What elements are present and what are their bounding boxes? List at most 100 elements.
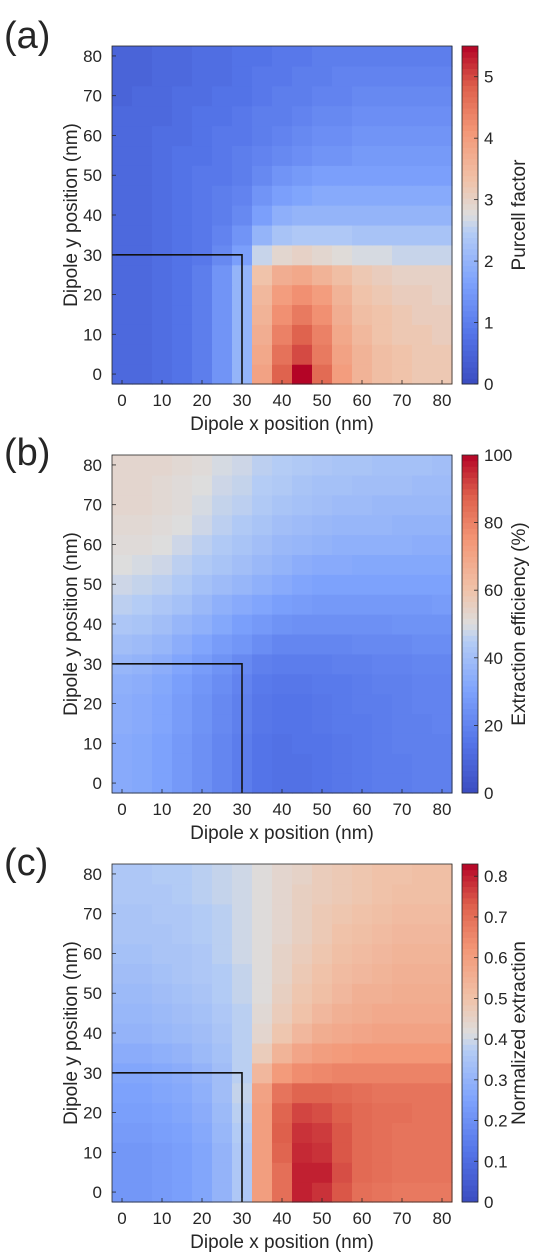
- heatmap-cell: [272, 1003, 293, 1024]
- heatmap-cell: [152, 614, 173, 635]
- colorbar-segment: [462, 288, 478, 295]
- heatmap-cell: [352, 673, 373, 695]
- heatmap-cell: [192, 693, 213, 715]
- heatmap-cell: [392, 554, 413, 575]
- heatmap-cell: [212, 554, 233, 575]
- heatmap-cell: [412, 264, 433, 286]
- heatmap-cell: [372, 1102, 393, 1124]
- heatmap-cell: [232, 883, 253, 905]
- colorbar-segment: [462, 338, 478, 346]
- heatmap-cell: [112, 574, 133, 595]
- heatmap-cell: [412, 1182, 433, 1203]
- heatmap-cell: [372, 1042, 393, 1064]
- heatmap-cell: [292, 773, 313, 794]
- colorbar-segment: [462, 74, 478, 81]
- heatmap-cell: [372, 474, 393, 496]
- heatmap-cell: [392, 773, 413, 794]
- heatmap-cell: [172, 264, 193, 286]
- colorbar-segment: [462, 310, 478, 317]
- heatmap-cell: [252, 943, 273, 965]
- heatmap-cell: [172, 85, 193, 107]
- colorbar-segment: [462, 573, 478, 580]
- x-tick-label: 80: [433, 1209, 452, 1228]
- heatmap-cell: [432, 474, 453, 496]
- heatmap-cell: [432, 574, 453, 595]
- heatmap-cell: [332, 883, 353, 905]
- x-tick-label: 10: [153, 800, 172, 819]
- heatmap-cell: [252, 324, 273, 345]
- heatmap-cell: [272, 923, 293, 945]
- colorbar-segment: [462, 731, 478, 738]
- heatmap-cell: [152, 284, 173, 306]
- heatmap-cell: [372, 455, 393, 476]
- heatmap-cell: [332, 1162, 353, 1183]
- colorbar-segment: [462, 1185, 478, 1192]
- colorbar-segment: [462, 601, 478, 608]
- heatmap-cell: [212, 85, 233, 107]
- heatmap-cell: [412, 773, 433, 794]
- colorbar-segment: [462, 355, 478, 362]
- heatmap-cell: [212, 673, 233, 695]
- colorbar-segment: [462, 954, 478, 961]
- heatmap-cell: [192, 324, 213, 345]
- heatmap-cell: [172, 733, 193, 754]
- heatmap-cell: [392, 864, 413, 885]
- heatmap-cell: [112, 594, 133, 615]
- heatmap-cell: [372, 1142, 393, 1163]
- colorbar-segment: [462, 618, 478, 625]
- heatmap-cell: [312, 344, 333, 365]
- heatmap-cell: [412, 883, 433, 905]
- heatmap-cell: [312, 1102, 333, 1124]
- heatmap-cell: [212, 594, 233, 615]
- heatmap-cell: [172, 304, 193, 325]
- colorbar-tick-label: 0: [484, 375, 493, 394]
- heatmap-cell: [252, 244, 273, 266]
- colorbar-segment: [462, 96, 478, 103]
- heatmap-cell: [112, 673, 133, 695]
- heatmap-cell: [272, 983, 293, 1004]
- heatmap-cell: [352, 903, 373, 925]
- heatmap-cell: [112, 773, 133, 794]
- heatmap-cell: [112, 733, 133, 754]
- heatmap-cell: [132, 65, 153, 87]
- heatmap-cell: [432, 85, 453, 107]
- heatmap-cell: [352, 165, 373, 186]
- heatmap-cell: [152, 1122, 173, 1143]
- heatmap-cell: [272, 244, 293, 266]
- colorbar-segment: [462, 203, 478, 210]
- colorbar-segment: [462, 708, 478, 715]
- heatmap-cell: [192, 1102, 213, 1124]
- heatmap-cells: [112, 864, 453, 1203]
- heatmap-cell: [312, 46, 333, 67]
- heatmap-cell: [212, 614, 233, 635]
- colorbar-segment: [462, 1128, 478, 1135]
- y-axis-label: Dipole y position (nm): [61, 123, 82, 307]
- heatmap-cell: [212, 185, 233, 206]
- y-tick-label: 50: [83, 166, 102, 185]
- colorbar-segment: [462, 942, 478, 949]
- heatmap-cell: [412, 554, 433, 575]
- heatmap-cell: [412, 474, 433, 496]
- heatmap-cell: [392, 753, 413, 774]
- heatmap-cell: [352, 1122, 373, 1143]
- colorbar-segment: [462, 595, 478, 602]
- heatmap-cell: [292, 125, 313, 147]
- heatmap-cell: [272, 534, 293, 556]
- heatmap-cell: [332, 65, 353, 87]
- heatmap-cell: [112, 1102, 133, 1124]
- heatmap-cell: [392, 903, 413, 925]
- heatmap-cell: [192, 494, 213, 516]
- heatmap-cell: [432, 713, 453, 734]
- heatmap-cell: [312, 594, 333, 615]
- y-tick-label: 20: [83, 286, 102, 305]
- heatmap-cell: [232, 224, 253, 246]
- heatmap-cell: [192, 1122, 213, 1143]
- heatmap-cell: [212, 1162, 233, 1183]
- heatmap-cell: [172, 883, 193, 905]
- colorbar-segment: [462, 158, 478, 165]
- heatmap-cell: [292, 105, 313, 127]
- heatmap-cell: [312, 455, 333, 476]
- heatmap-cell: [232, 165, 253, 186]
- colorbar-segment: [462, 1033, 478, 1040]
- heatmap-cell: [372, 145, 393, 166]
